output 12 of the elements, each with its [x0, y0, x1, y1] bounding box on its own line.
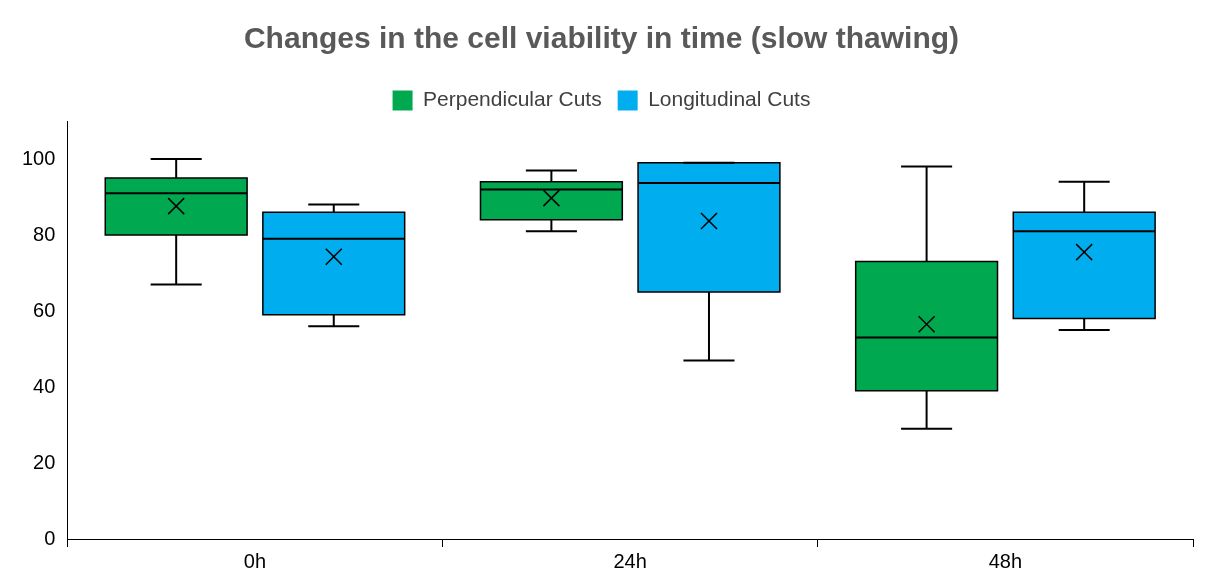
y-tick-label: 0	[44, 526, 56, 549]
x-tick-label: 48h	[988, 549, 1023, 572]
y-tick-label: 60	[33, 298, 56, 321]
y-tick-label: 20	[33, 450, 56, 473]
chart-title: Changes in the cell viability in time (slow thawing)	[243, 21, 960, 55]
y-tick-label: 100	[21, 146, 56, 169]
x-tick-label: 24h	[613, 549, 647, 572]
x-tick-label: 0h	[243, 549, 267, 572]
y-tick-label: 80	[33, 222, 56, 245]
legend-label: Longitudinal Cuts	[648, 87, 811, 111]
y-tick-label: 40	[33, 374, 56, 397]
legend-label: Perpendicular Cuts	[423, 87, 602, 111]
